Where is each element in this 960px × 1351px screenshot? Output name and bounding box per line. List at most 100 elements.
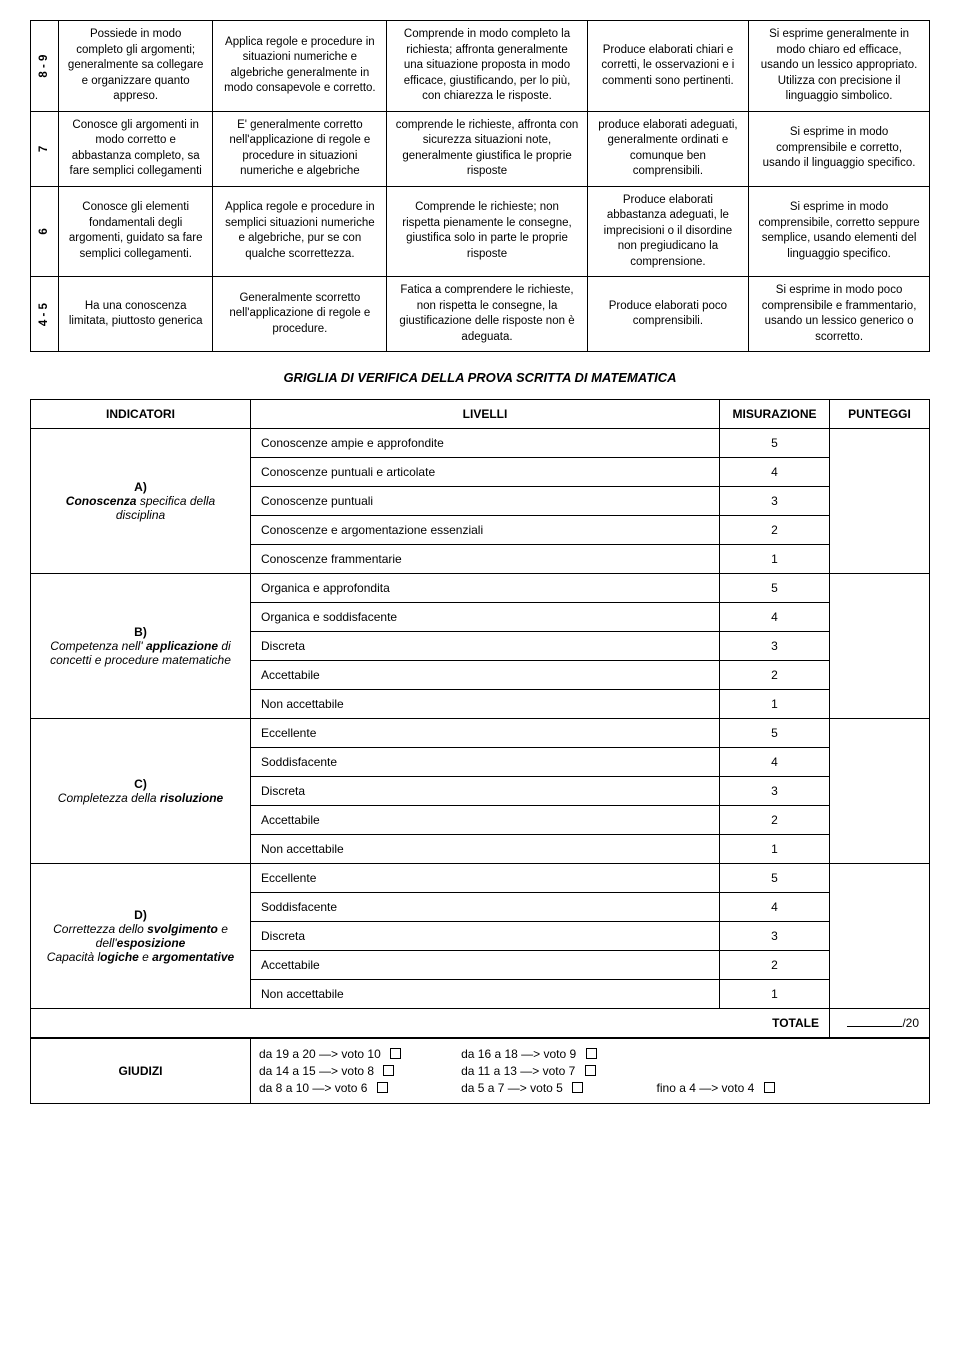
livello-cell: Accettabile [251,661,720,690]
header-indicatori: INDICATORI [31,400,251,429]
misurazione-cell: 3 [720,777,830,806]
misurazione-cell: 4 [720,603,830,632]
checkbox-icon[interactable] [377,1082,388,1093]
giudizio-item: da 8 a 10 —> voto 6 [259,1081,401,1095]
rubric-row: 8 - 9Possiede in modo completo gli argom… [31,21,930,112]
checkbox-icon[interactable] [390,1048,401,1059]
indicatore-cell: D)Correttezza dello svolgimento e dell'e… [31,864,251,1009]
rubric-table: 8 - 9Possiede in modo completo gli argom… [30,20,930,352]
misurazione-cell: 4 [720,458,830,487]
rubric-cell: Conosce gli elementi fondamentali degli … [59,186,213,277]
griglia-header-row: INDICATORI LIVELLI MISURAZIONE PUNTEGGI [31,400,930,429]
rubric-cell: Possiede in modo completo gli argomenti;… [59,21,213,112]
rubric-band: 7 [31,111,59,186]
giudizio-item: da 5 a 7 —> voto 5 [461,1081,596,1095]
livello-cell: Conoscenze e argomentazione essenziali [251,516,720,545]
rubric-cell: produce elaborati adeguati, generalmente… [587,111,748,186]
rubric-cell: Produce elaborati chiari e corretti, le … [587,21,748,112]
griglia-table: INDICATORI LIVELLI MISURAZIONE PUNTEGGI … [30,399,930,1038]
giudizi-table: GIUDIZI da 19 a 20 —> voto 10 da 14 a 15… [30,1038,930,1104]
giudizi-col-2: da 16 a 18 —> voto 9 da 11 a 13 —> voto … [461,1047,596,1095]
rubric-cell: Applica regole e procedure in semplici s… [213,186,387,277]
rubric-row: 7Conosce gli argomenti in modo corretto … [31,111,930,186]
rubric-cell: Conosce gli argomenti in modo corretto e… [59,111,213,186]
livello-cell: Accettabile [251,806,720,835]
punteggi-cell[interactable] [830,574,930,719]
griglia-row: A)Conoscenza specifica della disciplinaC… [31,429,930,458]
giudizio-item: fino a 4 —> voto 4 [657,1081,775,1095]
totale-value[interactable]: /20 [830,1009,930,1038]
misurazione-cell: 2 [720,516,830,545]
livello-cell: Discreta [251,632,720,661]
livello-cell: Organica e approfondita [251,574,720,603]
livello-cell: Non accettabile [251,690,720,719]
indicatore-cell: A)Conoscenza specifica della disciplina [31,429,251,574]
misurazione-cell: 5 [720,429,830,458]
livello-cell: Eccellente [251,864,720,893]
misurazione-cell: 1 [720,690,830,719]
rubric-cell: Fatica a comprendere le richieste, non r… [387,277,587,352]
livello-cell: Eccellente [251,719,720,748]
rubric-row: 4 - 5Ha una conoscenza limitata, piuttos… [31,277,930,352]
punteggi-cell[interactable] [830,429,930,574]
rubric-band: 8 - 9 [31,21,59,112]
livello-cell: Conoscenze frammentarie [251,545,720,574]
checkbox-icon[interactable] [585,1065,596,1076]
livello-cell: Soddisfacente [251,748,720,777]
rubric-cell: Applica regole e procedure in situazioni… [213,21,387,112]
misurazione-cell: 4 [720,893,830,922]
rubric-band: 4 - 5 [31,277,59,352]
giudizi-col-1: da 19 a 20 —> voto 10 da 14 a 15 —> voto… [259,1047,401,1095]
rubric-cell: Comprende le richieste; non rispetta pie… [387,186,587,277]
rubric-cell: Comprende in modo completo la richiesta;… [387,21,587,112]
griglia-row: C)Completezza della risoluzioneEccellent… [31,719,930,748]
misurazione-cell: 1 [720,980,830,1009]
rubric-cell: Generalmente scorretto nell'applicazione… [213,277,387,352]
misurazione-cell: 3 [720,922,830,951]
rubric-cell: E' generalmente corretto nell'applicazio… [213,111,387,186]
livello-cell: Conoscenze ampie e approfondite [251,429,720,458]
misurazione-cell: 2 [720,661,830,690]
livello-cell: Conoscenze puntuali [251,487,720,516]
misurazione-cell: 1 [720,835,830,864]
misurazione-cell: 3 [720,487,830,516]
misurazione-cell: 5 [720,574,830,603]
rubric-cell: Si esprime in modo comprensibile e corre… [749,111,930,186]
header-punteggi: PUNTEGGI [830,400,930,429]
giudizio-item: da 11 a 13 —> voto 7 [461,1064,596,1078]
livello-cell: Discreta [251,777,720,806]
giudizio-item: da 14 a 15 —> voto 8 [259,1064,401,1078]
header-livelli: LIVELLI [251,400,720,429]
totale-label: TOTALE [31,1009,830,1038]
giudizi-col-3: fino a 4 —> voto 4 [657,1047,775,1095]
livello-cell: Accettabile [251,951,720,980]
rubric-row: 6Conosce gli elementi fondamentali degli… [31,186,930,277]
checkbox-icon[interactable] [764,1082,775,1093]
livello-cell: Conoscenze puntuali e articolate [251,458,720,487]
rubric-cell: comprende le richieste, affronta con sic… [387,111,587,186]
misurazione-cell: 2 [720,951,830,980]
giudizi-content: da 19 a 20 —> voto 10 da 14 a 15 —> voto… [251,1039,930,1104]
checkbox-icon[interactable] [383,1065,394,1076]
rubric-cell: Si esprime generalmente in modo chiaro e… [749,21,930,112]
rubric-cell: Si esprime in modo comprensibile, corret… [749,186,930,277]
griglia-row: D)Correttezza dello svolgimento e dell'e… [31,864,930,893]
giudizio-item: da 16 a 18 —> voto 9 [461,1047,596,1061]
griglia-row: B)Competenza nell' applicazione di conce… [31,574,930,603]
misurazione-cell: 2 [720,806,830,835]
rubric-cell: Si esprime in modo poco comprensibile e … [749,277,930,352]
livello-cell: Soddisfacente [251,893,720,922]
livello-cell: Non accettabile [251,980,720,1009]
checkbox-icon[interactable] [572,1082,583,1093]
misurazione-cell: 3 [720,632,830,661]
rubric-cell: Ha una conoscenza limitata, piuttosto ge… [59,277,213,352]
checkbox-icon[interactable] [586,1048,597,1059]
totale-row: TOTALE/20 [31,1009,930,1038]
giudizi-label: GIUDIZI [31,1039,251,1104]
misurazione-cell: 1 [720,545,830,574]
punteggi-cell[interactable] [830,719,930,864]
indicatore-cell: B)Competenza nell' applicazione di conce… [31,574,251,719]
rubric-cell: Produce elaborati poco comprensibili. [587,277,748,352]
punteggi-cell[interactable] [830,864,930,1009]
rubric-cell: Produce elaborati abbastanza adeguati, l… [587,186,748,277]
